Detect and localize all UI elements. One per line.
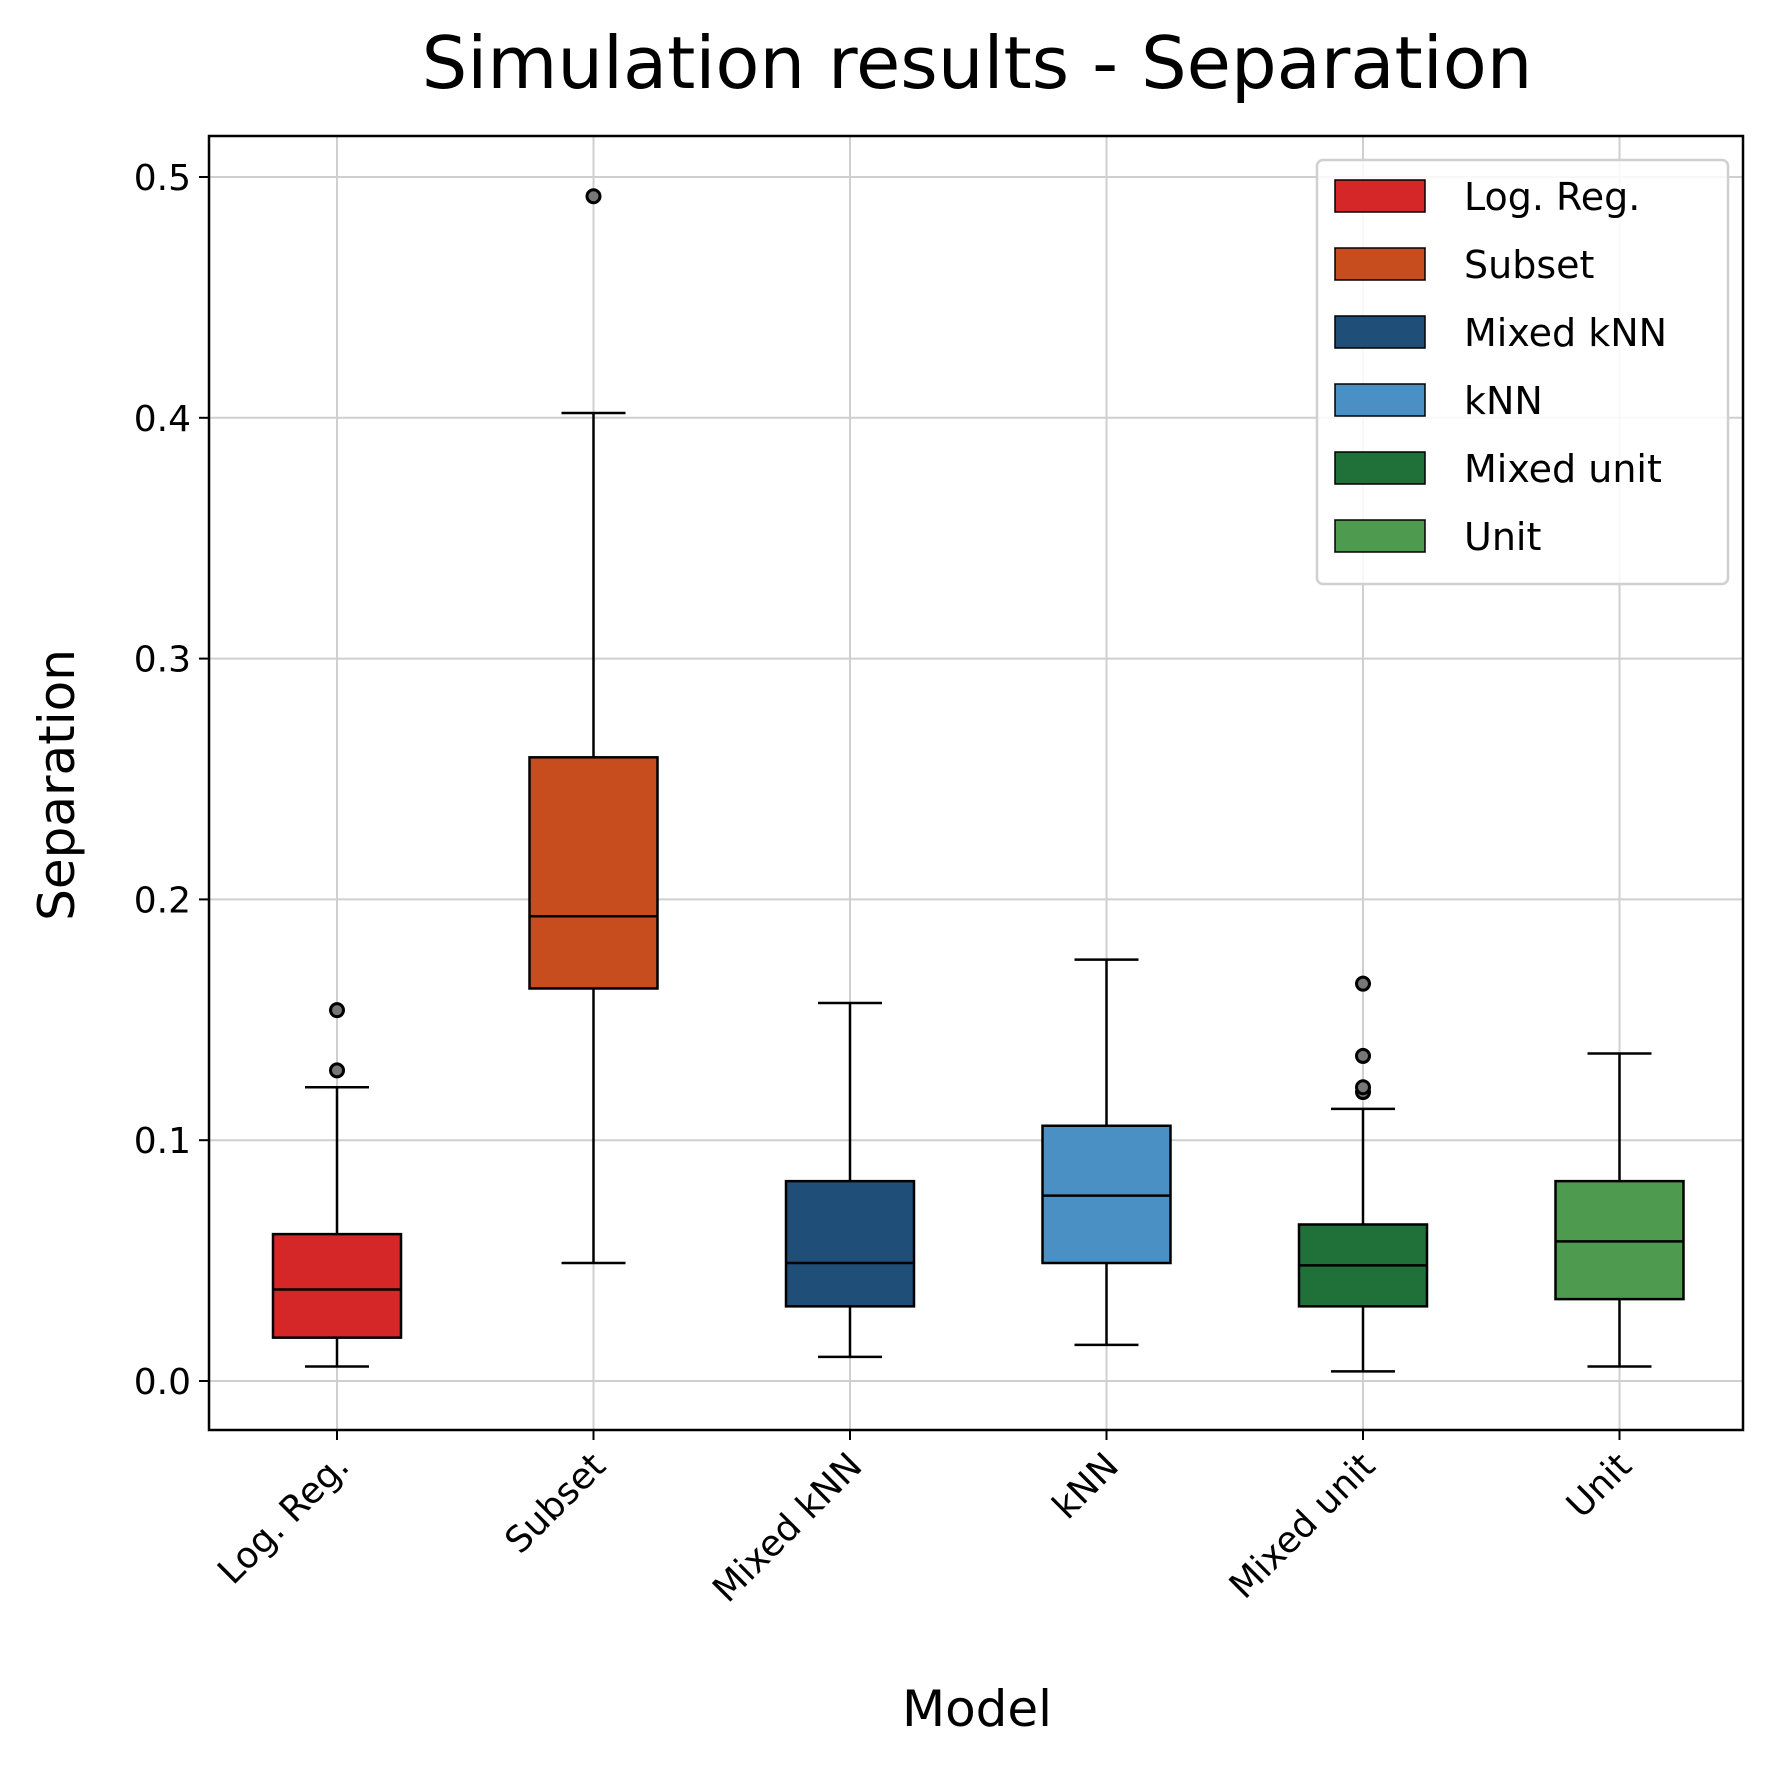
x-tick-label: Mixed unit (1222, 1445, 1384, 1607)
legend-label: Unit (1464, 515, 1541, 559)
x-tick-layer: Log. Reg. Subset Mixed kNN kNN Mixed unit Uni… (210, 1430, 1640, 1610)
y-tick-label: 0.2 (134, 880, 191, 921)
outlier-point (329, 1002, 345, 1019)
y-tick-label: 0.3 (134, 640, 191, 681)
y-tick-label: 0.1 (134, 1121, 191, 1162)
legend: Log. Reg. Subset Mixed kNN kNN Mixed unit Uni… (1315, 158, 1730, 586)
legend-swatch (1334, 519, 1426, 553)
outlier-point (1355, 1047, 1371, 1064)
legend-swatch (1334, 451, 1426, 485)
legend-swatch (1334, 383, 1426, 417)
y-tick-label: 0.0 (134, 1362, 191, 1403)
legend-swatch (1334, 247, 1426, 281)
x-tick-label: Unit (1559, 1445, 1640, 1526)
x-tick-label: Mixed kNN (705, 1445, 870, 1610)
legend-swatch (1334, 315, 1426, 349)
x-tick-label: Log. Reg. (210, 1445, 357, 1592)
legend-label: kNN (1464, 379, 1543, 423)
box (784, 1179, 916, 1308)
outlier-point (585, 188, 602, 205)
y-axis-label: Separation (28, 649, 86, 921)
legend-label: Mixed kNN (1464, 311, 1667, 355)
y-tick-label: 0.4 (134, 399, 191, 440)
chart-title: Simulation results - Separation (422, 21, 1533, 105)
legend-label: Log. Reg. (1464, 175, 1640, 219)
x-tick-label: kNN (1045, 1445, 1127, 1527)
plot-frame (207, 134, 1745, 1432)
outlier-point (329, 1062, 345, 1079)
x-tick-label: Subset (498, 1445, 614, 1561)
box (528, 756, 659, 990)
x-axis-label: Model (902, 1680, 1052, 1738)
y-tick-label: 0.5 (134, 158, 191, 199)
legend-swatch (1334, 179, 1426, 213)
legend-label: Subset (1464, 243, 1594, 287)
legend-label: Mixed unit (1464, 447, 1662, 491)
box (271, 1232, 403, 1339)
outlier-point (1355, 1079, 1371, 1096)
y-tick-layer: 0.0 0.1 0.2 0.3 0.4 0.5 (134, 158, 209, 1403)
box-layer (271, 188, 1685, 1373)
outlier-point (1355, 975, 1371, 992)
